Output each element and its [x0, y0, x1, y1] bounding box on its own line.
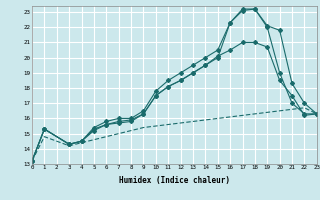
X-axis label: Humidex (Indice chaleur): Humidex (Indice chaleur) — [119, 176, 230, 185]
